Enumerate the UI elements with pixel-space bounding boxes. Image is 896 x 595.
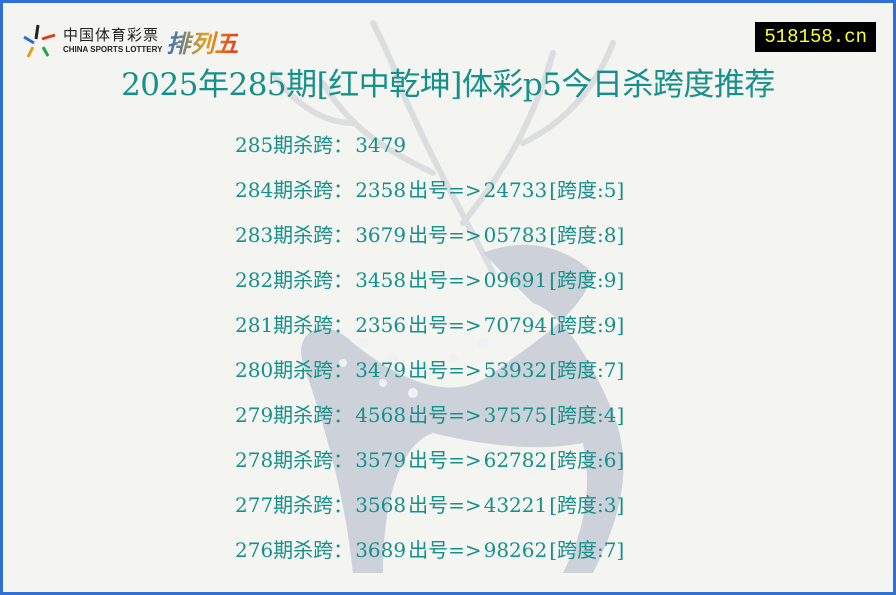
row-draw-label: 出号=> — [408, 313, 482, 337]
lottery-logo: 中国体育彩票 CHINA SPORTS LOTTERY 排列五 — [21, 23, 238, 59]
row-kill: 3568 — [355, 493, 407, 517]
row-label: 277期杀跨： — [235, 493, 354, 517]
row-label: 283期杀跨： — [235, 223, 354, 247]
history-row: 279期杀跨： 4568 出号=> 37575 [跨度:4] — [235, 399, 626, 444]
row-draw-label: 出号=> — [408, 358, 482, 382]
row-draw-label: 出号=> — [408, 448, 482, 472]
history-row: 281期杀跨： 2356 出号=> 70794 [跨度:9] — [235, 309, 626, 354]
row-draw-label: 出号=> — [408, 223, 482, 247]
logo-cn-text: 中国体育彩票 — [63, 26, 160, 44]
prediction-list: 285期杀跨： 3479 284期杀跨： 2358 出号=> 24733 [跨度:5] 28… — [235, 129, 626, 579]
row-draw: 37575 — [483, 403, 548, 427]
row-draw: 43221 — [483, 493, 548, 517]
row-draw: 70794 — [483, 313, 548, 337]
current-prediction: 285期杀跨： 3479 — [235, 129, 626, 174]
row-span: [跨度:8] — [549, 223, 625, 247]
row-label: 280期杀跨： — [235, 358, 354, 382]
row-kill: 3458 — [355, 268, 407, 292]
row-span: [跨度:9] — [549, 268, 625, 292]
row-label: 284期杀跨： — [235, 178, 354, 202]
row-span: [跨度:9] — [549, 313, 625, 337]
row-kill: 4568 — [355, 403, 407, 427]
row-label: 279期杀跨： — [235, 403, 354, 427]
row-span: [跨度:5] — [549, 178, 625, 202]
row-span: [跨度:4] — [549, 403, 625, 427]
row-label: 276期杀跨： — [235, 538, 354, 562]
row-span: [跨度:7] — [549, 538, 625, 562]
row-draw: 62782 — [483, 448, 548, 472]
history-row: 284期杀跨： 2358 出号=> 24733 [跨度:5] — [235, 174, 626, 219]
row-kill: 2358 — [355, 178, 407, 202]
row-draw: 98262 — [483, 538, 548, 562]
row-kill: 2356 — [355, 313, 407, 337]
row-draw: 05783 — [483, 223, 548, 247]
row-kill: 3479 — [355, 358, 407, 382]
row-label: 282期杀跨： — [235, 268, 354, 292]
row-span: [跨度:6] — [549, 448, 625, 472]
row-draw-label: 出号=> — [408, 538, 482, 562]
logo-en-text: CHINA SPORTS LOTTERY — [63, 45, 163, 54]
page-title: 2025年285期[红中乾坤]体彩p5今日杀跨度推荐 — [121, 67, 775, 103]
kill-value: 3479 — [355, 133, 407, 157]
row-draw: 24733 — [483, 178, 548, 202]
deer-background-illustration — [270, 20, 624, 573]
history-row: 276期杀跨： 3689 出号=> 98262 [跨度:7] — [235, 534, 626, 579]
row-draw: 53932 — [483, 358, 548, 382]
row-label: 278期杀跨： — [235, 448, 354, 472]
history-row: 278期杀跨： 3579 出号=> 62782 [跨度:6] — [235, 444, 626, 489]
row-label: 285期杀跨： — [235, 133, 354, 157]
row-span: [跨度:7] — [549, 358, 625, 382]
row-draw-label: 出号=> — [408, 268, 482, 292]
row-kill: 3689 — [355, 538, 407, 562]
history-row: 277期杀跨： 3568 出号=> 43221 [跨度:3] — [235, 489, 626, 534]
row-kill: 3579 — [355, 448, 407, 472]
history-row: 282期杀跨： 3458 出号=> 09691 [跨度:9] — [235, 264, 626, 309]
row-draw-label: 出号=> — [408, 178, 482, 202]
logo-game-name: 排列五 — [166, 24, 238, 59]
row-draw-label: 出号=> — [408, 403, 482, 427]
row-label: 281期杀跨： — [235, 313, 354, 337]
row-span: [跨度:3] — [549, 493, 625, 517]
history-row: 280期杀跨： 3479 出号=> 53932 [跨度:7] — [235, 354, 626, 399]
row-draw: 09691 — [483, 268, 548, 292]
history-row: 283期杀跨： 3679 出号=> 05783 [跨度:8] — [235, 219, 626, 264]
lottery-star-icon — [23, 24, 56, 58]
site-badge[interactable]: 518158.cn — [755, 22, 876, 52]
row-draw-label: 出号=> — [408, 493, 482, 517]
row-kill: 3679 — [355, 223, 407, 247]
